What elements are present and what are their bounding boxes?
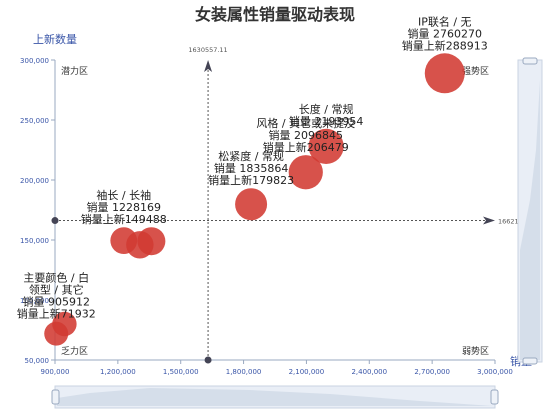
x-tick-label: 1,800,000 <box>226 368 262 376</box>
bubble-label: IP联名 / 无 <box>418 14 472 28</box>
bubble-label: 长度 / 常规 <box>299 102 354 116</box>
x-zoom-handle-right[interactable] <box>490 389 499 405</box>
bubble-label: 销量上新71932 <box>17 307 96 321</box>
bubble-point[interactable] <box>424 53 465 94</box>
x-reference-label: 1630557.11 <box>188 46 227 54</box>
x-zoom-slider[interactable] <box>51 385 499 409</box>
y-tick-label: 300,000 <box>20 57 49 65</box>
y-zoom-handle-bottom[interactable] <box>522 357 538 365</box>
bubble-label: 松紧度 / 常规 <box>218 149 284 163</box>
bubble-point[interactable] <box>288 155 323 190</box>
bubble-label: 销量 2096845 <box>269 128 344 142</box>
quadrant-label-top-left: 潜力区 <box>61 65 88 77</box>
x-reference-origin <box>204 356 212 364</box>
x-reference-arrow <box>204 60 213 72</box>
bubble-label: 主要颜色 / 白 <box>23 271 89 285</box>
bubble-point[interactable] <box>308 128 344 164</box>
bubble-label: 风格 / 其它或未提及 <box>256 116 355 130</box>
y-zoom-slider[interactable] <box>517 57 543 365</box>
y-tick-label: 100,000 <box>20 297 49 305</box>
bubble-label: 销量 1228169 <box>87 200 162 214</box>
bubble-label: 销量 905912 <box>22 295 90 309</box>
bubble-label: 销量 2193954 <box>289 114 364 128</box>
x-tick-label: 3,000,000 <box>477 368 513 376</box>
bubble-point[interactable] <box>52 311 77 337</box>
x-tick-label: 2,700,000 <box>414 368 450 376</box>
y-tick-label: 150,000 <box>20 237 49 245</box>
bubble-point[interactable] <box>235 188 268 221</box>
x-tick-label: 2,400,000 <box>351 368 387 376</box>
x-tick-label: 1,500,000 <box>163 368 199 376</box>
y-reference-origin <box>51 217 59 225</box>
y-tick-label: 50,000 <box>25 357 50 365</box>
x-tick-label: 2,100,000 <box>289 368 325 376</box>
bubble-label: 销量上新288913 <box>402 38 488 52</box>
bubble-label: 袖长 / 长袖 <box>96 188 151 202</box>
bubble-label: 销量 2760270 <box>408 26 483 40</box>
y-tick-label: 200,000 <box>20 177 49 185</box>
x-zoom-handle-left[interactable] <box>51 389 60 405</box>
y-tick-label: 250,000 <box>20 117 49 125</box>
bubble-point[interactable] <box>126 231 154 259</box>
x-tick-label: 1,200,000 <box>100 368 136 376</box>
quadrant-label-bottom-right: 弱势区 <box>462 345 489 357</box>
quadrant-label-top-right: 强势区 <box>462 65 489 77</box>
bubble-label: 销量上新179823 <box>208 173 294 187</box>
chart-title: 女装属性销量驱动表现 <box>195 5 355 24</box>
bubble-label: 销量上新149488 <box>81 212 167 226</box>
bubble-label: 领型 / 其它 <box>29 283 84 297</box>
y-reference-label: 166211.22 <box>498 218 533 226</box>
y-axis-name: 上新数量 <box>33 32 77 46</box>
bubble-label: 销量上新206479 <box>263 140 349 154</box>
y-reference-arrow <box>483 216 495 225</box>
quadrant-label-bottom-left: 乏力区 <box>61 345 88 357</box>
x-tick-label: 900,000 <box>41 368 70 376</box>
bubble-label: 销量 1835864 <box>214 161 289 175</box>
y-zoom-handle-top[interactable] <box>522 57 538 65</box>
